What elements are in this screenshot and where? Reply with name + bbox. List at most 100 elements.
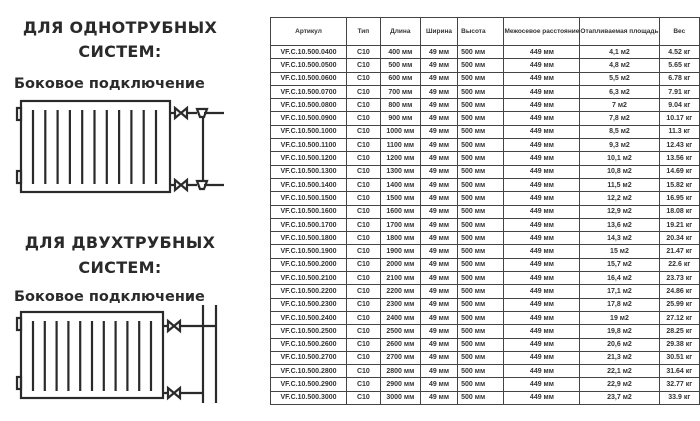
table-cell: VF.C.10.500.2400 [269,310,348,326]
table-cell: 449 мм [503,324,581,339]
table-cell: C10 [346,231,381,246]
table-cell: 500 мм [457,364,505,379]
table-cell: 500 мм [457,217,505,233]
table-cell: 1800 мм [379,231,421,246]
table-cell: VF.C.10.500.2600 [269,337,348,352]
table-cell: 5.65 кг [658,58,700,73]
table-cell: 22,9 м2 [579,377,660,392]
table-cell: 449 мм [503,217,581,233]
table-cell: 8,5 м2 [579,124,660,140]
table-cell: 449 мм [503,337,581,352]
table-cell: 500 мм [457,124,505,140]
table-cell: 500 мм [457,177,505,193]
column-header: Межосевое расстояние [503,17,581,46]
table-cell: 449 мм [503,191,581,206]
table-cell: 500 мм [457,271,505,286]
table-cell: 49 мм [419,58,459,73]
specifications-table: Артикул Тип Длина Ширина Высота Межосевое рас… [269,17,700,406]
table-cell: C10 [346,257,381,273]
table-cell: 2600 мм [379,337,421,352]
table-cell: 2000 мм [379,257,421,273]
table-cell: 500 мм [457,84,505,100]
table-cell: 2200 мм [379,284,421,299]
table-row: VF.C.10.500.2100 C10 2100 мм 49 мм 500 мм 449… [269,271,700,286]
table-cell: 449 мм [503,390,581,406]
table-cell: C10 [346,324,381,339]
table-cell: 449 мм [503,164,581,179]
table-cell: 1000 мм [379,124,421,140]
table-cell: 4,8 м2 [579,58,660,73]
table-cell: 449 мм [503,111,581,126]
table-cell: C10 [346,164,381,179]
table-cell: 16,4 м2 [579,271,660,286]
table-row: VF.C.10.500.1200 C10 1200 мм 49 мм 500 мм 449… [269,151,700,166]
table-row: VF.C.10.500.1500 C10 1500 мм 49 мм 500 мм 449… [269,191,700,206]
table-cell: C10 [346,350,381,366]
table-cell: 10,1 м2 [579,151,660,166]
table-cell: 1900 мм [379,244,421,259]
table-cell: 12.43 кг [658,138,700,153]
table-cell: C10 [346,71,381,86]
table-cell: 49 мм [419,310,459,326]
table-cell: 500 мм [457,310,505,326]
single-pipe-title-1: ДЛЯ ОДНОТРУБНЫХ [22,18,218,37]
table-cell: 17,8 м2 [579,297,660,312]
table-cell: VF.C.10.500.0700 [269,84,348,100]
table-cell: VF.C.10.500.2900 [269,377,348,392]
table-cell: VF.C.10.500.1400 [269,177,348,193]
table-cell: 49 мм [419,164,459,179]
table-row: VF.C.10.500.2500 C10 2500 мм 49 мм 500 мм 449… [269,324,700,339]
table-row: VF.C.10.500.2400 C10 2400 мм 49 мм 500 мм 449… [269,310,700,326]
table-cell: 15.82 кг [658,177,700,193]
table-cell: 1600 мм [379,204,421,219]
table-row: VF.C.10.500.0600 C10 600 мм 49 мм 500 мм 449 … [269,71,700,86]
table-cell: 12,9 м2 [579,204,660,219]
table-cell: 30.51 кг [658,350,700,366]
table-cell: 2800 мм [379,364,421,379]
table-cell: 10.17 кг [658,111,700,126]
two-pipe-title-1: ДЛЯ ДВУХТРУБНЫХ [24,233,216,252]
table-cell: C10 [346,124,381,140]
table-cell: 7.91 кг [658,84,700,100]
table-row: VF.C.10.500.1700 C10 1700 мм 49 мм 500 мм 449… [269,217,700,233]
table-cell: VF.C.10.500.1200 [269,151,348,166]
table-cell: 1300 мм [379,164,421,179]
table-cell: 500 мм [457,257,505,273]
table-cell: 449 мм [503,377,581,392]
table-cell: 25.99 кг [658,297,700,312]
table-cell: 14,3 м2 [579,231,660,246]
table-cell: 49 мм [419,191,459,206]
table-cell: 500 мм [457,111,505,126]
table-cell: C10 [346,98,381,113]
table-cell: 500 мм [457,350,505,366]
table-cell: 49 мм [419,71,459,86]
table-cell: 500 мм [379,58,421,73]
table-cell: 29.38 кг [658,337,700,352]
table-cell: 49 мм [419,177,459,193]
table-cell: VF.C.10.500.0800 [269,98,348,113]
table-cell: 449 мм [503,204,581,219]
table-cell: 500 мм [457,98,505,113]
two-pipe-title-2: СИСТЕМ: [78,258,162,277]
table-cell: 2400 мм [379,310,421,326]
table-cell: 49 мм [419,337,459,352]
table-row: VF.C.10.500.2000 C10 2000 мм 49 мм 500 мм 449… [269,257,700,273]
single-pipe-title-2: СИСТЕМ: [78,42,162,61]
table-cell: 600 мм [379,71,421,86]
table-row: VF.C.10.500.1600 C10 1600 мм 49 мм 500 мм 449… [269,204,700,219]
table-cell: 49 мм [419,44,459,60]
table-cell: C10 [346,58,381,73]
table-cell: 500 мм [457,324,505,339]
table-cell: 700 мм [379,84,421,100]
table-cell: 1200 мм [379,151,421,166]
table-cell: 49 мм [419,350,459,366]
table-row: VF.C.10.500.3000 C10 3000 мм 49 мм 500 мм 449… [269,390,700,406]
table-cell: 49 мм [419,204,459,219]
table-cell: 49 мм [419,138,459,153]
table-cell: 500 мм [457,151,505,166]
table-row: VF.C.10.500.1900 C10 1900 мм 49 мм 500 мм 449… [269,244,700,259]
table-cell: C10 [346,177,381,193]
table-cell: 7 м2 [579,98,660,113]
table-cell: 49 мм [419,377,459,392]
table-cell: 49 мм [419,217,459,233]
